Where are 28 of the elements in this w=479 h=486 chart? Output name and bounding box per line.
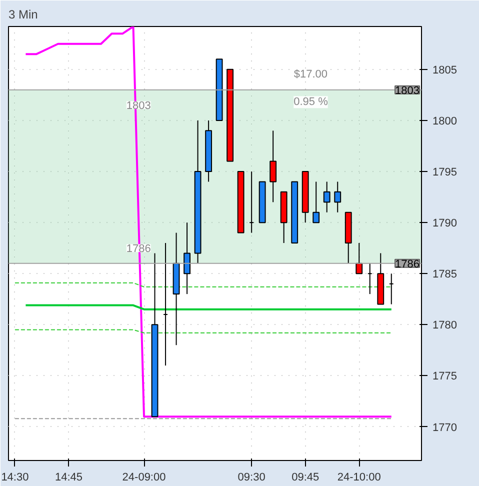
candlestick [334, 181, 342, 213]
candlestick [270, 130, 277, 203]
annotation: 1786 [126, 243, 151, 256]
candlestick [323, 181, 330, 213]
y-tick-label: 1785 [432, 268, 457, 281]
x-tick-label: 14:30 [1, 472, 29, 484]
y-tick-label: 1780 [432, 320, 457, 332]
x-tick-label: 24-09:00 [122, 472, 166, 484]
candlestick [184, 222, 190, 295]
line-series [24, 26, 392, 418]
ref-line-label: 1786 [395, 258, 420, 270]
candlestick [356, 242, 363, 274]
chart-title: 3 Min [8, 8, 38, 22]
y-tick-label: 1775 [432, 370, 457, 383]
x-tick-label: 14:45 [54, 472, 82, 484]
ref-line-label: 1803 [395, 84, 420, 97]
y-tick-label: 1770 [432, 422, 457, 434]
annotation: 1803 [126, 100, 151, 112]
y-tick-label: 1805 [432, 64, 457, 76]
candlestick [312, 181, 320, 224]
y-tick-label: 1800 [432, 115, 457, 128]
annotation: 0.95 % [294, 96, 328, 108]
x-tick-label: 09:30 [238, 472, 266, 484]
y-tick-label: 1790 [432, 218, 457, 230]
y-tick-label: 1795 [432, 166, 457, 179]
x-tick-label: 24-10:00 [337, 472, 381, 484]
x-tick-label: 09:45 [292, 472, 320, 484]
annotation: $17.00 [294, 68, 328, 80]
